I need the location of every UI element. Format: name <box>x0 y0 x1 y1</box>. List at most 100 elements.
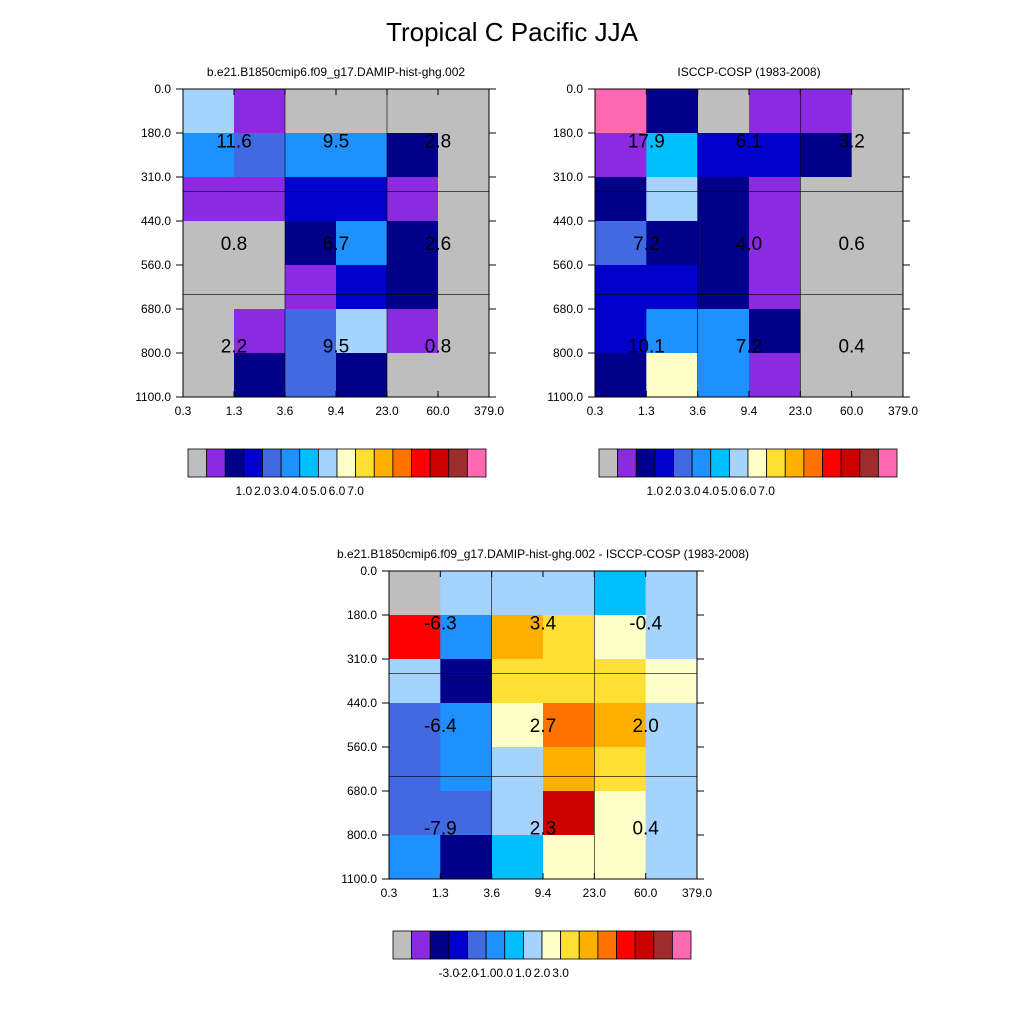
legend-swatch <box>616 930 636 960</box>
heat-cell <box>645 791 698 836</box>
legend-swatch <box>597 930 617 960</box>
legend-swatch <box>671 930 692 960</box>
heat-cell <box>697 221 750 266</box>
cell-value-label: 4.0 <box>736 234 762 255</box>
legend-swatch <box>859 448 879 478</box>
legend-swatch <box>710 448 730 478</box>
legend-swatch <box>803 448 823 478</box>
cell-value-label: -0.4 <box>629 613 662 634</box>
heat-cell <box>595 89 647 134</box>
panel-model: b.e21.B1850cmip6.f09_g17.DAMIP-hist-ghg.… <box>135 65 504 498</box>
cell-value-label: 2.0 <box>632 716 658 737</box>
cell-value-label: 10.1 <box>628 337 665 358</box>
heat-cell <box>491 703 544 748</box>
heat-cell <box>336 309 388 354</box>
heat-cell <box>543 703 595 748</box>
legend-swatch <box>840 448 861 478</box>
x-tick-label: 1.3 <box>432 886 449 900</box>
legend-swatch <box>560 930 580 960</box>
heat-cell <box>389 791 441 836</box>
y-tick-label: 800.0 <box>553 346 583 360</box>
heat-cell <box>387 89 439 134</box>
legend-label: 4.0 <box>291 484 308 498</box>
x-tick-label: 3.6 <box>277 404 294 418</box>
heat-cell <box>697 353 750 398</box>
cell-value-label: 2.8 <box>425 131 451 152</box>
y-tick-label: 680.0 <box>141 302 171 316</box>
heat-cell <box>646 177 699 222</box>
y-tick-label: 560.0 <box>347 740 377 754</box>
heat-cell <box>800 309 853 354</box>
y-tick-label: 0.0 <box>566 82 583 96</box>
heat-cell <box>389 747 441 792</box>
legend-swatch <box>784 448 805 478</box>
heat-cell <box>336 133 388 178</box>
legend-swatch <box>392 448 412 478</box>
heat-cell <box>234 265 286 310</box>
heat-cell <box>336 177 388 222</box>
legend-swatch <box>206 448 226 478</box>
legend-swatch <box>317 448 338 478</box>
legend-swatch <box>654 448 674 478</box>
heat-cell <box>851 309 904 354</box>
subplot-title: ISCCP-COSP (1983-2008) <box>677 65 820 79</box>
y-tick-label: 310.0 <box>553 170 583 184</box>
legend-label: -2.0 <box>457 966 478 980</box>
legend-label: 6.0 <box>740 484 757 498</box>
x-tick-label: 9.4 <box>741 404 758 418</box>
cell-value-label: 9.5 <box>323 131 349 152</box>
y-tick-label: 0.0 <box>360 564 377 578</box>
heat-cell <box>749 309 801 354</box>
cell-value-label: 2.3 <box>530 819 556 840</box>
legend-swatch <box>411 448 431 478</box>
heat-cell <box>594 747 647 792</box>
heat-cell <box>749 177 801 222</box>
legend-swatch <box>822 448 842 478</box>
x-tick-label: 60.0 <box>840 404 864 418</box>
heat-cell <box>491 571 544 616</box>
legend-swatch <box>467 930 487 960</box>
y-tick-label: 440.0 <box>141 214 171 228</box>
heat-cell <box>594 835 647 880</box>
legend-swatch <box>578 930 599 960</box>
heat-cell <box>543 615 595 660</box>
heat-cell <box>851 177 904 222</box>
cell-value-label: -6.3 <box>424 613 457 634</box>
heat-cell <box>697 265 750 310</box>
heat-cell <box>387 265 439 310</box>
heat-cell <box>646 309 699 354</box>
heat-cell <box>645 835 698 880</box>
y-tick-label: 1100.0 <box>135 390 171 404</box>
y-tick-label: 800.0 <box>141 346 171 360</box>
heat-cell <box>491 659 544 704</box>
heat-cell <box>285 265 337 310</box>
figure-title: Tropical C Pacific JJA <box>386 17 638 47</box>
y-tick-label: 1100.0 <box>547 390 583 404</box>
heat-cell <box>438 89 490 134</box>
heat-cell <box>389 835 441 880</box>
heat-cell <box>595 133 647 178</box>
heat-cell <box>645 659 698 704</box>
heat-cell <box>389 571 441 616</box>
legend-swatch <box>280 448 301 478</box>
heat-cell <box>749 265 801 310</box>
legend-swatch <box>653 930 673 960</box>
y-tick-label: 560.0 <box>141 258 171 272</box>
heat-cell <box>646 89 699 134</box>
x-tick-label: 60.0 <box>634 886 658 900</box>
legend-swatch <box>877 448 898 478</box>
x-tick-label: 1.3 <box>226 404 243 418</box>
legend-swatch <box>355 448 375 478</box>
cell-value-label: 11.6 <box>216 131 252 152</box>
y-tick-label: 310.0 <box>141 170 171 184</box>
legend-label: 1.0 <box>647 484 664 498</box>
heat-cell <box>800 133 853 178</box>
y-tick-label: 310.0 <box>347 652 377 666</box>
cell-value-label: 2.6 <box>425 234 451 255</box>
heat-cell <box>336 221 388 266</box>
heat-cell <box>285 221 337 266</box>
heat-cell <box>491 835 544 880</box>
cell-value-label: -7.9 <box>424 819 457 840</box>
legend-label: 2.0 <box>534 966 551 980</box>
y-tick-label: 180.0 <box>141 126 171 140</box>
